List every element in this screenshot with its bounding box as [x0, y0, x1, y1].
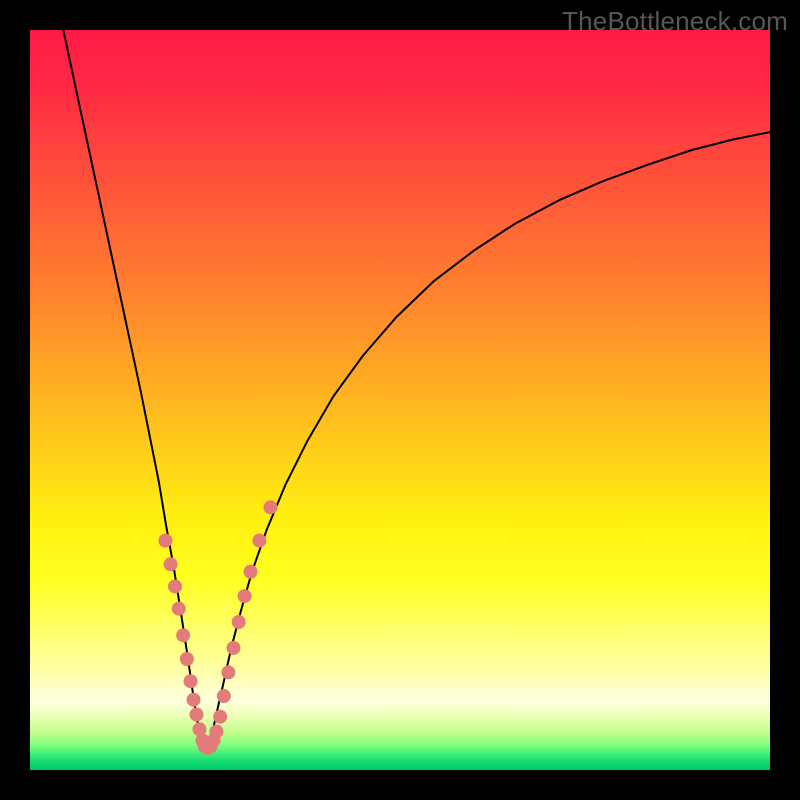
data-point [221, 665, 235, 679]
data-point [176, 628, 190, 642]
data-point [184, 674, 198, 688]
data-point [158, 534, 172, 548]
data-point [187, 693, 201, 707]
data-point [232, 615, 246, 629]
data-point [252, 534, 266, 548]
data-point [168, 579, 182, 593]
data-point [227, 641, 241, 655]
data-point [180, 652, 194, 666]
plot-svg [30, 30, 770, 770]
data-point [244, 565, 258, 579]
watermark-text: TheBottleneck.com [562, 6, 788, 37]
data-point [213, 710, 227, 724]
data-point [190, 708, 204, 722]
data-point [164, 557, 178, 571]
chart-frame: TheBottleneck.com [0, 0, 800, 800]
plot-area [30, 30, 770, 770]
data-point [172, 602, 186, 616]
data-point [209, 725, 223, 739]
plot-background [30, 30, 770, 770]
data-point [238, 589, 252, 603]
data-point [264, 500, 278, 514]
data-point [217, 689, 231, 703]
